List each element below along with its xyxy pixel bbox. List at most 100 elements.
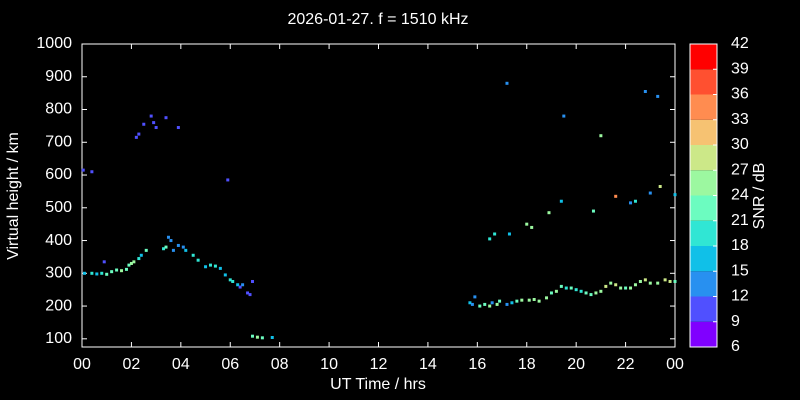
point <box>559 284 563 288</box>
colorbar-band <box>690 246 717 272</box>
point <box>505 81 509 85</box>
point <box>250 279 254 283</box>
colorbar-tick-label: 15 <box>731 262 749 279</box>
x-tick-label: 18 <box>518 356 536 373</box>
point <box>599 134 603 138</box>
point <box>574 288 578 292</box>
point <box>643 278 647 282</box>
point <box>633 199 637 203</box>
point <box>609 281 613 285</box>
point <box>584 291 588 295</box>
point <box>196 258 200 262</box>
point <box>554 289 558 293</box>
point <box>668 279 672 283</box>
point <box>648 281 652 285</box>
point <box>604 284 608 288</box>
point <box>191 253 195 257</box>
point <box>549 291 553 295</box>
colorbar-tick-label: 42 <box>731 35 749 52</box>
point <box>110 270 114 274</box>
point <box>82 271 86 275</box>
point <box>213 264 217 268</box>
x-tick-label: 00 <box>73 356 91 373</box>
point <box>483 302 487 306</box>
point <box>656 281 660 285</box>
point <box>152 121 156 125</box>
point <box>81 168 85 172</box>
colorbar-band <box>690 271 717 297</box>
x-tick-label: 02 <box>123 356 141 373</box>
point <box>663 278 667 282</box>
colorbar-tick-label: 6 <box>731 338 740 355</box>
point <box>169 239 173 243</box>
point <box>105 272 109 276</box>
point <box>473 295 477 299</box>
point <box>102 260 106 264</box>
point <box>184 248 188 252</box>
point <box>520 298 524 302</box>
colorbar-band <box>690 220 717 246</box>
point <box>218 266 222 270</box>
point <box>614 283 618 287</box>
point <box>176 126 180 130</box>
x-tick-label: 22 <box>617 356 635 373</box>
x-tick-label: 16 <box>468 356 486 373</box>
colorbar-tick-label: 36 <box>731 86 749 103</box>
point <box>139 253 143 257</box>
point <box>614 194 618 198</box>
point <box>164 245 168 249</box>
colorbar-tick-label: 12 <box>731 288 749 305</box>
point <box>507 232 511 236</box>
colorbar-tick-label: 30 <box>731 136 749 153</box>
point <box>246 291 250 295</box>
point <box>589 293 593 297</box>
point <box>648 191 652 195</box>
point <box>120 269 124 273</box>
point <box>241 283 245 287</box>
point <box>569 286 573 290</box>
colorbar-tick-label: 33 <box>731 111 749 128</box>
point <box>599 289 603 293</box>
colorbar-band <box>690 296 717 322</box>
y-tick-label: 400 <box>45 232 72 249</box>
point <box>493 232 497 236</box>
point <box>164 116 168 120</box>
point <box>594 291 598 295</box>
point <box>238 285 242 289</box>
point <box>470 302 474 306</box>
point <box>181 245 185 249</box>
y-tick-label: 700 <box>45 133 72 150</box>
point <box>132 260 136 264</box>
y-axis-label: Virtual height / km <box>5 132 22 260</box>
point <box>656 94 660 98</box>
point <box>236 283 240 287</box>
point <box>248 293 252 297</box>
point <box>488 237 492 241</box>
point <box>638 279 642 283</box>
colorbar-tick-label: 18 <box>731 237 749 254</box>
point <box>624 286 628 290</box>
point <box>134 135 138 139</box>
point <box>527 298 531 302</box>
point <box>231 279 235 283</box>
point <box>495 302 499 306</box>
y-tick-label: 1000 <box>36 35 72 52</box>
point <box>90 271 94 275</box>
y-tick-label: 600 <box>45 166 72 183</box>
point <box>90 170 94 174</box>
point <box>166 235 170 239</box>
point <box>171 248 175 252</box>
point <box>142 122 146 126</box>
point <box>619 286 623 290</box>
point <box>144 248 148 252</box>
colorbar-tick-label: 9 <box>731 313 740 330</box>
point <box>643 89 647 93</box>
point <box>673 193 677 197</box>
point <box>629 286 633 290</box>
x-tick-label: 00 <box>666 356 684 373</box>
point <box>100 271 104 275</box>
point <box>591 209 595 213</box>
colorbar-band <box>690 170 717 196</box>
colorbar-tick-label: 24 <box>731 187 749 204</box>
point <box>515 299 519 303</box>
